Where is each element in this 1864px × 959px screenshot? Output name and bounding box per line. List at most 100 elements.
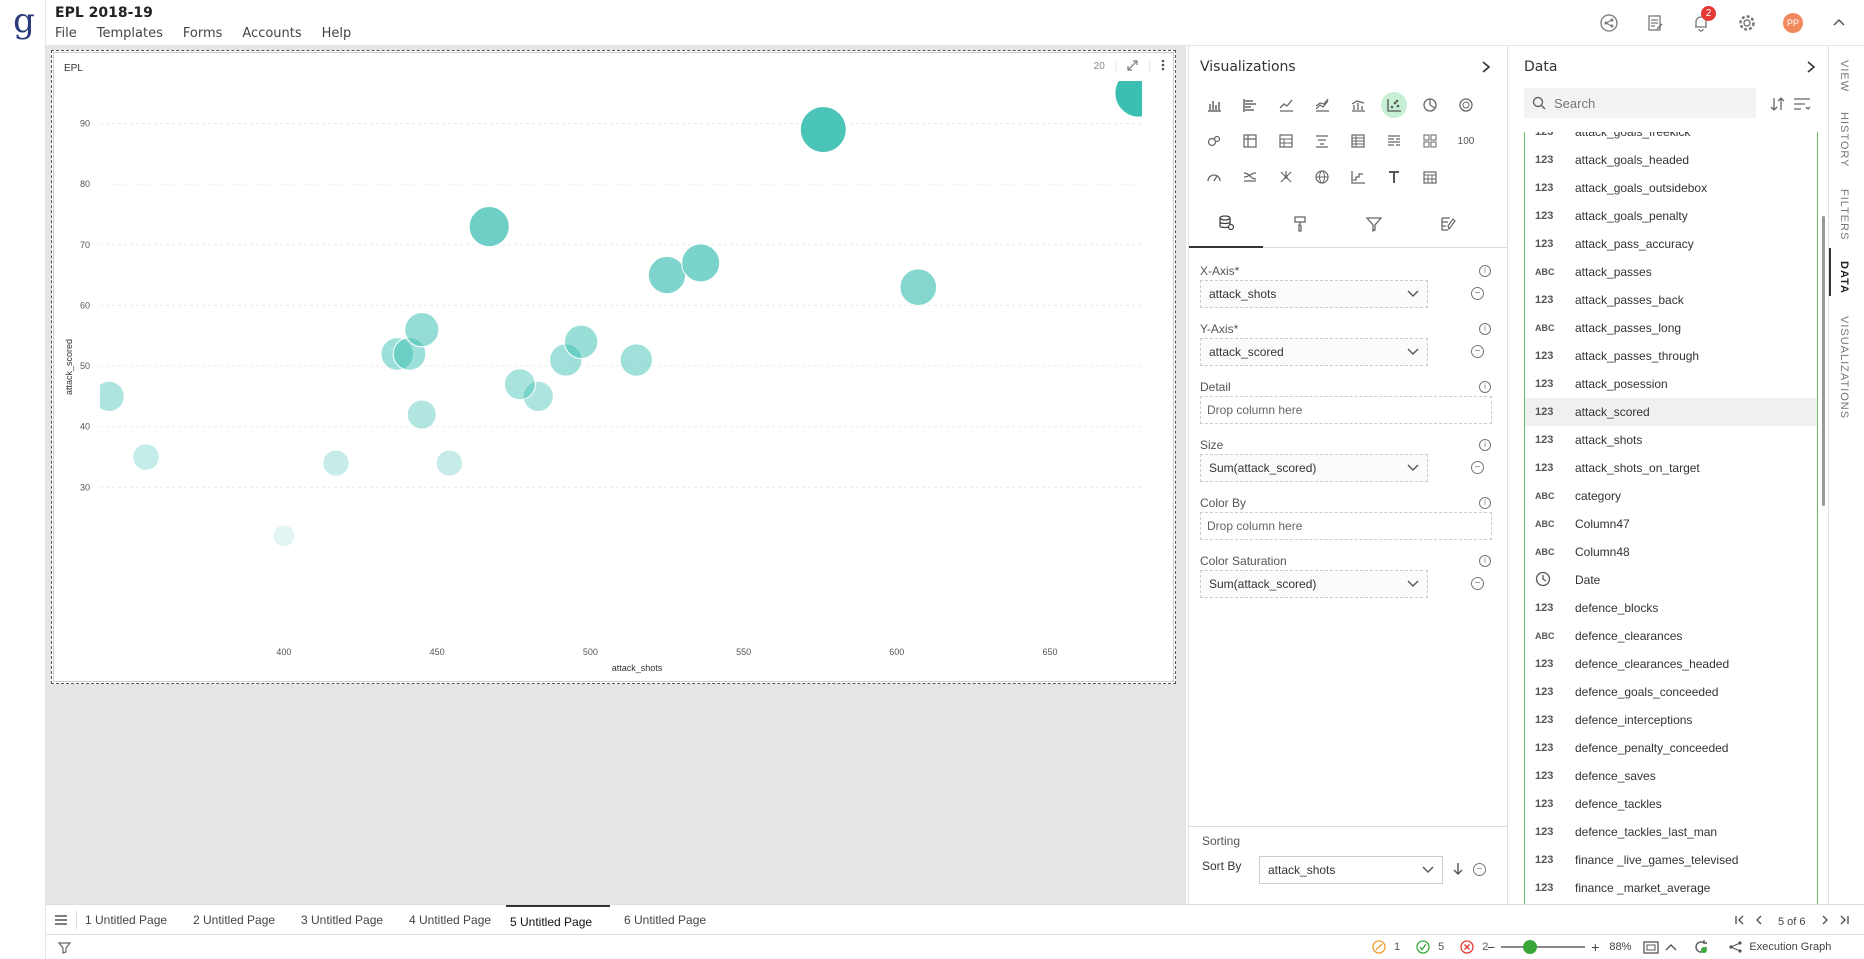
column-chart-icon[interactable] <box>1201 92 1227 118</box>
page-tab-3[interactable]: 3 Untitled Page <box>301 913 384 927</box>
field-item[interactable]: 123 defence_saves <box>1525 762 1817 790</box>
scatter-point[interactable] <box>380 337 415 371</box>
sort-fields-icon[interactable] <box>1770 96 1786 115</box>
saturation-select[interactable]: Sum(attack_scored) <box>1200 570 1428 598</box>
sort-direction-icon[interactable] <box>1452 862 1464 879</box>
field-item[interactable]: ABC category <box>1525 482 1817 510</box>
yaxis-select[interactable]: attack_scored <box>1200 338 1428 366</box>
step-chart-icon[interactable] <box>1345 164 1371 190</box>
network-icon[interactable] <box>1273 164 1299 190</box>
scatter-point[interactable] <box>132 443 160 471</box>
yaxis-info-icon[interactable]: i <box>1479 323 1491 335</box>
menu-forms[interactable]: Forms <box>182 26 223 41</box>
zoom-slider[interactable] <box>1501 940 1586 954</box>
calendar-icon[interactable] <box>1417 164 1443 190</box>
menu-templates[interactable]: Templates <box>96 26 163 41</box>
side-tab-data[interactable]: DATA <box>1838 261 1850 294</box>
field-item[interactable]: 123 defence_clearances_headed <box>1525 650 1817 678</box>
page-tab-5[interactable]: 5 Untitled Page <box>506 905 610 935</box>
collapse-header-icon[interactable] <box>1826 10 1852 36</box>
sortby-select[interactable]: attack_shots <box>1259 856 1443 884</box>
bubble-chart-icon[interactable] <box>1201 128 1227 154</box>
tab-properties[interactable] <box>1411 200 1485 248</box>
field-item[interactable]: 123 attack_goals_penalty <box>1525 202 1817 230</box>
expand-icon[interactable] <box>1127 59 1138 74</box>
colorby-drop-zone[interactable]: Drop column here <box>1200 512 1492 540</box>
field-item[interactable]: ABC Column47 <box>1525 510 1817 538</box>
error-count[interactable]: 2 <box>1482 941 1489 953</box>
field-item[interactable]: 123 attack_scored <box>1525 398 1817 426</box>
first-page-icon[interactable] <box>1734 914 1746 929</box>
scatter-chart-icon[interactable] <box>1381 92 1407 118</box>
scatter-point[interactable] <box>503 368 536 401</box>
menu-help[interactable]: Help <box>321 26 352 41</box>
field-item[interactable]: 123 defence_penalty_conceeded <box>1525 734 1817 762</box>
field-item[interactable]: 123 attack_passes_back <box>1525 286 1817 314</box>
size-select[interactable]: Sum(attack_scored) <box>1200 454 1428 482</box>
scatter-point[interactable] <box>468 205 510 248</box>
remove-size-icon[interactable]: − <box>1471 461 1484 474</box>
collapse-data-icon[interactable] <box>1806 60 1816 77</box>
scatter-point[interactable] <box>799 106 847 153</box>
remove-xaxis-icon[interactable]: − <box>1471 287 1484 300</box>
pages-menu-icon[interactable] <box>54 914 68 929</box>
scatter-point[interactable] <box>619 343 653 377</box>
kpi-number-icon[interactable]: 100 <box>1457 135 1475 147</box>
scatter-point[interactable] <box>94 380 125 412</box>
zoom-in-button[interactable]: + <box>1591 939 1600 955</box>
menu-file[interactable]: File <box>55 26 77 41</box>
scatter-point[interactable] <box>522 380 554 412</box>
user-avatar[interactable]: PP <box>1780 10 1806 36</box>
bar-chart-icon[interactable] <box>1237 92 1263 118</box>
tab-filter-funnel[interactable] <box>1337 200 1411 248</box>
collapse-visualizations-icon[interactable] <box>1481 60 1491 77</box>
field-item[interactable]: 123 defence_tackles_last_man <box>1525 818 1817 846</box>
menu-accounts[interactable]: Accounts <box>242 26 302 41</box>
scatter-point[interactable] <box>647 255 687 295</box>
remove-sort-icon[interactable]: − <box>1473 863 1486 876</box>
line-chart-icon[interactable] <box>1273 92 1299 118</box>
tile-grid-icon[interactable] <box>1417 128 1443 154</box>
app-logo[interactable]: g <box>13 1 35 41</box>
pie-chart-icon[interactable] <box>1417 92 1443 118</box>
side-tab-filters[interactable]: FILTERS <box>1838 189 1850 241</box>
filter-list-icon[interactable] <box>1309 128 1335 154</box>
detail-drop-zone[interactable]: Drop column here <box>1200 396 1492 424</box>
scatter-point[interactable] <box>899 268 938 307</box>
scatter-point[interactable] <box>406 399 437 430</box>
field-item[interactable]: 123 defence_goals_conceeded <box>1525 678 1817 706</box>
more-options-icon[interactable] <box>1161 59 1165 74</box>
field-item[interactable]: 123 defence_tackles <box>1525 790 1817 818</box>
remove-yaxis-icon[interactable]: − <box>1471 345 1484 358</box>
settings-gear-icon[interactable] <box>1734 10 1760 36</box>
field-item[interactable]: 123 attack_goals_freekick <box>1525 132 1817 146</box>
xaxis-info-icon[interactable]: i <box>1479 265 1491 277</box>
success-count[interactable]: 5 <box>1438 941 1445 953</box>
field-item[interactable]: 123 attack_passes_through <box>1525 342 1817 370</box>
scatter-point[interactable] <box>404 312 440 348</box>
zoom-slider-handle[interactable] <box>1523 940 1538 954</box>
saturation-info-icon[interactable]: i <box>1479 555 1491 567</box>
pivot-table-icon[interactable] <box>1237 128 1263 154</box>
area-line-chart-icon[interactable] <box>1309 92 1335 118</box>
warning-count[interactable]: 1 <box>1394 941 1401 953</box>
remove-saturation-icon[interactable]: − <box>1471 577 1484 590</box>
field-item[interactable]: 123 finance _market_average <box>1525 874 1817 902</box>
page-tab-4[interactable]: 4 Untitled Page <box>409 913 492 927</box>
scatter-point[interactable] <box>272 524 296 548</box>
field-item[interactable]: 123 attack_posession <box>1525 370 1817 398</box>
zoom-out-button[interactable]: − <box>1487 939 1496 955</box>
field-item[interactable]: 123 attack_pass_accuracy <box>1525 230 1817 258</box>
detail-info-icon[interactable]: i <box>1479 381 1491 393</box>
table-icon[interactable] <box>1345 128 1371 154</box>
share-icon[interactable] <box>1596 10 1622 36</box>
notes-icon[interactable] <box>1642 10 1668 36</box>
last-page-icon[interactable] <box>1838 914 1850 929</box>
next-page-icon[interactable] <box>1820 914 1830 929</box>
side-tab-view[interactable]: VIEW <box>1838 60 1850 93</box>
prev-page-icon[interactable] <box>1754 914 1764 929</box>
globe-map-icon[interactable] <box>1309 164 1335 190</box>
grouped-table-icon[interactable] <box>1381 128 1407 154</box>
scatter-point[interactable] <box>563 324 599 359</box>
scatter-point[interactable] <box>322 449 350 477</box>
